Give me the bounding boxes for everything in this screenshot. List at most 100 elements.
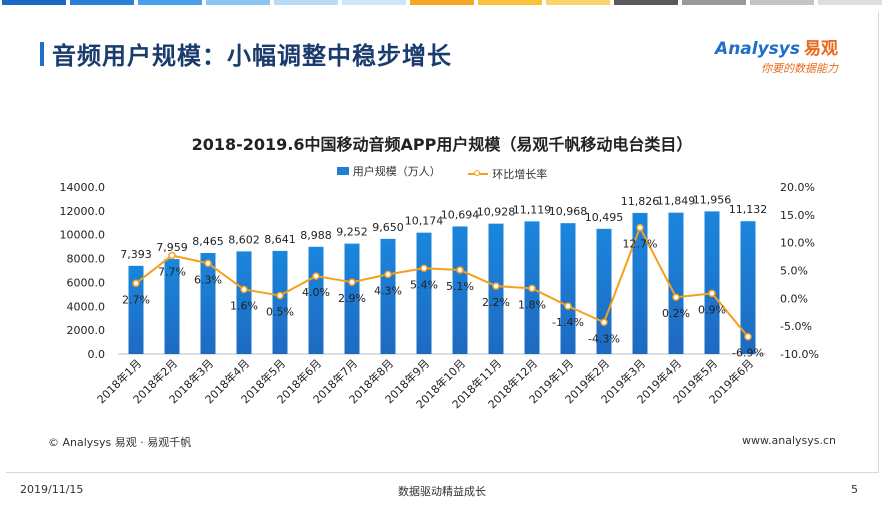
y-right-tick-label: 15.0% [780, 209, 815, 222]
growth-rate-point [420, 264, 428, 273]
y-right-tick-label: 10.0% [780, 237, 815, 250]
growth-rate-label: 2.7% [122, 293, 150, 306]
growth-rate-label: 1.8% [518, 298, 546, 311]
page-title: 音频用户规模：小幅调整中稳步增长 [52, 42, 452, 70]
y-left-tick-label: 14000.0 [60, 181, 106, 194]
growth-rate-point [600, 318, 608, 327]
growth-rate-line [135, 226, 749, 338]
growth-rate-point [492, 282, 500, 290]
bar-value-label: 10,928 [477, 206, 516, 219]
legend-bar-swatch [336, 167, 349, 175]
analysys-logo: Analysys 易观 你要的数据能力 [715, 34, 838, 76]
top-bar-segment [410, 0, 474, 5]
growth-rate-point [276, 291, 284, 300]
growth-rate-point [204, 259, 212, 268]
growth-rate-point [744, 332, 752, 341]
growth-rate-label: 0.5% [266, 306, 294, 319]
bar-value-label: 7,959 [156, 241, 188, 254]
top-bar-segment [274, 0, 338, 5]
y-left-tick-label: 6000.0 [67, 276, 106, 289]
top-bar-segment [750, 0, 814, 5]
footer-copyright: © Analysys 易观 · 易观千帆 [48, 436, 192, 449]
top-bar-segment [206, 0, 270, 5]
bar [128, 265, 144, 354]
y-left-tick-label: 2000.0 [67, 324, 106, 337]
bar-value-label: 11,849 [657, 195, 696, 208]
bar-value-label: 8,602 [228, 233, 260, 246]
footer-website: www.analysys.cn [742, 434, 836, 447]
bar-value-label: 10,694 [441, 208, 480, 221]
bar [452, 226, 468, 354]
growth-rate-label: 6.3% [194, 273, 222, 286]
growth-rate-point [132, 279, 140, 288]
bar [560, 223, 576, 354]
growth-rate-label: 7.7% [158, 265, 186, 278]
top-bar-segment [682, 0, 746, 5]
bar-value-label: 7,393 [120, 248, 152, 261]
growth-rate-label: 5.4% [410, 278, 438, 291]
bar [380, 238, 396, 354]
top-bar-segment [138, 0, 202, 5]
chart-svg: 0.0 2000.0 4000.0 6000.0 8000.0 10000.0 12000.… [60, 181, 819, 411]
y-right-tick-label: 0.0% [780, 292, 808, 305]
growth-rate-label: 1.6% [230, 299, 258, 312]
bar [200, 253, 216, 354]
bar-value-label: 10,968 [549, 205, 588, 218]
logo-main: Analysys 易观 [715, 34, 838, 59]
logo-cn: 易观 [804, 39, 838, 59]
growth-rate-label: 5.1% [446, 280, 474, 293]
top-bar-segment [2, 0, 66, 5]
growth-rate-label: 2.9% [338, 292, 366, 305]
growth-rate-point [348, 278, 356, 286]
top-bar-segment [70, 0, 134, 5]
growth-rate-label: 0.9% [698, 303, 726, 316]
growth-rate-point [636, 223, 644, 232]
growth-rate-label: 0.2% [662, 307, 690, 320]
bar [416, 232, 432, 354]
title-accent-bar [40, 42, 44, 66]
bar [344, 243, 360, 354]
top-bar-segment [614, 0, 678, 5]
logo-brand: Analysys [715, 39, 800, 59]
bar-value-label: 8,641 [264, 233, 296, 246]
bar-value-label: 10,174 [405, 215, 444, 228]
page-number: 5 [851, 483, 858, 496]
y-left-tick-label: 12000.0 [60, 205, 106, 218]
y-right-tick-label: -10.0% [780, 348, 819, 361]
bar [272, 250, 288, 354]
bar [308, 246, 324, 354]
growth-rate-point [456, 266, 464, 274]
legend-line-swatch [468, 170, 489, 176]
legend-item-growth: 环比增长率 [468, 166, 547, 182]
bar-value-label: 11,956 [693, 193, 732, 206]
bar [740, 221, 756, 354]
bar-value-label: 9,252 [336, 226, 368, 239]
y-left-tick-label: 0.0 [88, 348, 106, 361]
bar-value-label: 8,465 [192, 235, 224, 248]
bar-value-label: 9,650 [372, 221, 404, 234]
footer-date: 2019/11/15 [20, 483, 84, 496]
bar [236, 251, 252, 354]
growth-rate-label: -1.4% [552, 316, 584, 329]
y-right-tick-label: -5.0% [780, 320, 812, 333]
top-color-bar [0, 0, 884, 5]
y-right-tick-label: 20.0% [780, 181, 815, 194]
chart-legend: 用户规模（万人） 环比增长率 [0, 163, 884, 182]
growth-rate-point [312, 272, 320, 280]
bar-value-label: 10,495 [585, 211, 624, 224]
growth-rate-label: 4.0% [302, 286, 330, 299]
growth-rate-label: 12.7% [623, 238, 658, 251]
bar-value-label: 11,132 [729, 203, 768, 216]
chart-title: 2018-2019.6中国移动音频APP用户规模（易观千帆移动电台类目） [191, 135, 693, 154]
bar [596, 228, 612, 354]
top-bar-segment [546, 0, 610, 5]
bar-value-label: 11,119 [513, 203, 552, 216]
bar-value-label: 8,988 [300, 229, 332, 242]
y-left-tick-label: 10000.0 [60, 229, 106, 242]
bar [164, 259, 180, 354]
growth-rate-point [672, 293, 680, 301]
growth-rate-point [240, 285, 248, 294]
y-left-tick-label: 4000.0 [67, 300, 106, 313]
growth-rate-point [708, 289, 716, 298]
bar [632, 212, 648, 354]
